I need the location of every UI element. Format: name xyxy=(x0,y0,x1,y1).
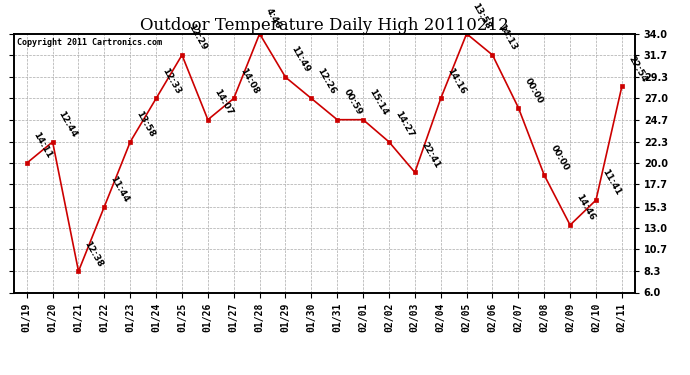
Text: 14:08: 14:08 xyxy=(238,66,260,96)
Text: 13:58: 13:58 xyxy=(471,2,493,31)
Text: 12:26: 12:26 xyxy=(315,66,337,96)
Text: Copyright 2011 Cartronics.com: Copyright 2011 Cartronics.com xyxy=(17,38,162,46)
Text: 11:44: 11:44 xyxy=(108,174,131,204)
Text: 14:46: 14:46 xyxy=(574,193,597,222)
Text: 12:38: 12:38 xyxy=(83,239,105,268)
Text: 13:58: 13:58 xyxy=(135,110,157,139)
Text: 4:46: 4:46 xyxy=(264,7,283,31)
Text: 00:00: 00:00 xyxy=(522,76,544,105)
Text: 22:54: 22:54 xyxy=(626,54,648,84)
Text: 00:59: 00:59 xyxy=(342,88,364,117)
Text: 11:41: 11:41 xyxy=(600,168,622,197)
Text: 14:27: 14:27 xyxy=(393,110,415,139)
Text: 14:11: 14:11 xyxy=(31,131,53,160)
Text: 22:41: 22:41 xyxy=(419,140,441,170)
Text: 00:00: 00:00 xyxy=(549,144,570,172)
Title: Outdoor Temperature Daily High 20110212: Outdoor Temperature Daily High 20110212 xyxy=(140,16,509,34)
Text: 14:13: 14:13 xyxy=(497,23,519,52)
Text: 15:14: 15:14 xyxy=(367,87,389,117)
Text: 12:44: 12:44 xyxy=(57,110,79,139)
Text: 14:16: 14:16 xyxy=(445,66,467,96)
Text: 12:29: 12:29 xyxy=(186,23,208,52)
Text: 14:07: 14:07 xyxy=(212,87,234,117)
Text: 11:49: 11:49 xyxy=(290,45,312,74)
Text: 12:33: 12:33 xyxy=(160,66,182,96)
